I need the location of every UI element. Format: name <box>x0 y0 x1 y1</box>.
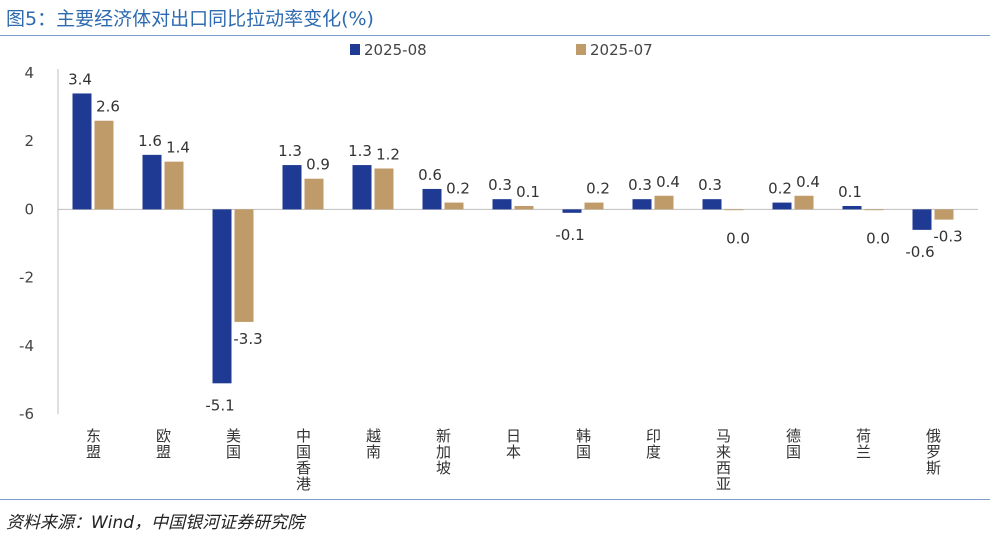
data-label: -0.1 <box>555 226 584 244</box>
data-label: 0.6 <box>418 166 442 184</box>
legend-swatch-2 <box>576 44 586 55</box>
category-label: 德国 <box>784 427 802 460</box>
bar-series2 <box>934 209 954 220</box>
bar-series2 <box>304 178 324 210</box>
bottom-rule <box>0 499 990 500</box>
bar-series1 <box>492 199 512 210</box>
bar-series2 <box>234 209 254 322</box>
bar-series1 <box>912 209 932 230</box>
category-label: 俄罗斯 <box>924 428 942 476</box>
data-label: 1.6 <box>138 132 162 150</box>
data-label: 0.1 <box>838 183 862 201</box>
y-tick-label: 2 <box>24 132 34 150</box>
category-label: 东盟 <box>84 428 102 460</box>
data-label: 1.4 <box>166 139 190 157</box>
data-label: -0.6 <box>905 243 934 261</box>
bar-series1 <box>352 165 372 210</box>
data-label: 0.4 <box>796 173 820 191</box>
category-label: 韩国 <box>574 428 592 460</box>
data-label: 0.2 <box>586 180 610 198</box>
data-label: 1.3 <box>348 142 372 160</box>
data-label: 0.3 <box>628 176 652 194</box>
bar-series1 <box>842 205 862 210</box>
category-label: 越南 <box>364 428 382 460</box>
legend-label-1: 2025-08 <box>364 41 427 59</box>
category-label: 欧盟 <box>154 428 172 460</box>
bar-series1 <box>142 154 162 210</box>
bar-series2 <box>374 168 394 210</box>
category-label: 荷兰 <box>854 428 872 460</box>
data-label: 0.3 <box>488 176 512 194</box>
chart-title: 图5：主要经济体对出口同比拉动率变化(%) <box>6 8 374 30</box>
data-label: 0.2 <box>446 180 470 198</box>
y-tick-label: 0 <box>24 200 34 218</box>
bar-series2 <box>584 202 604 210</box>
data-label: 0.2 <box>768 180 792 198</box>
bar-series1 <box>212 209 232 384</box>
legend-label-2: 2025-07 <box>590 41 653 59</box>
bar-series2 <box>514 205 534 210</box>
category-label: 新加坡 <box>434 428 452 476</box>
data-label: 0.1 <box>516 183 540 201</box>
data-label: 1.3 <box>278 142 302 160</box>
bar-series1 <box>702 199 722 210</box>
bar-series1 <box>562 209 582 213</box>
data-label: -0.3 <box>933 228 962 246</box>
category-label: 印度 <box>644 428 662 460</box>
data-label: 2.6 <box>96 98 120 116</box>
category-label: 马来西亚 <box>714 428 732 492</box>
data-label: 0.4 <box>656 173 680 191</box>
data-label: 0.9 <box>306 156 330 174</box>
category-label: 美国 <box>224 428 242 460</box>
data-label: -5.1 <box>205 396 234 414</box>
bar-series1 <box>422 188 442 210</box>
bar-series2 <box>864 209 884 211</box>
category-label: 中国香港 <box>294 428 312 492</box>
bar-series1 <box>282 165 302 210</box>
y-tick-label: 4 <box>24 64 34 82</box>
category-label: 日本 <box>504 428 522 460</box>
bar-series2 <box>724 209 744 211</box>
y-tick-label: -6 <box>19 405 34 423</box>
source-note: 资料来源：Wind，中国银河证券研究院 <box>6 513 305 533</box>
bar-series1 <box>72 93 92 210</box>
data-label: 3.4 <box>68 70 92 88</box>
bar-series2 <box>794 195 814 210</box>
bar-series1 <box>632 199 652 210</box>
y-tick-label: -2 <box>19 269 34 287</box>
bar-series2 <box>164 161 184 210</box>
legend-swatch-1 <box>350 44 360 55</box>
bar-series2 <box>654 195 674 210</box>
data-label: 0.0 <box>726 229 750 247</box>
top-rule <box>0 35 990 36</box>
bar-series2 <box>94 120 114 210</box>
data-label: -3.3 <box>233 330 262 348</box>
data-label: 0.0 <box>866 229 890 247</box>
bar-series2 <box>444 202 464 210</box>
y-tick-label: -4 <box>19 337 34 355</box>
data-label: 0.3 <box>698 176 722 194</box>
bar-series1 <box>772 202 792 210</box>
data-label: 1.2 <box>376 145 400 163</box>
